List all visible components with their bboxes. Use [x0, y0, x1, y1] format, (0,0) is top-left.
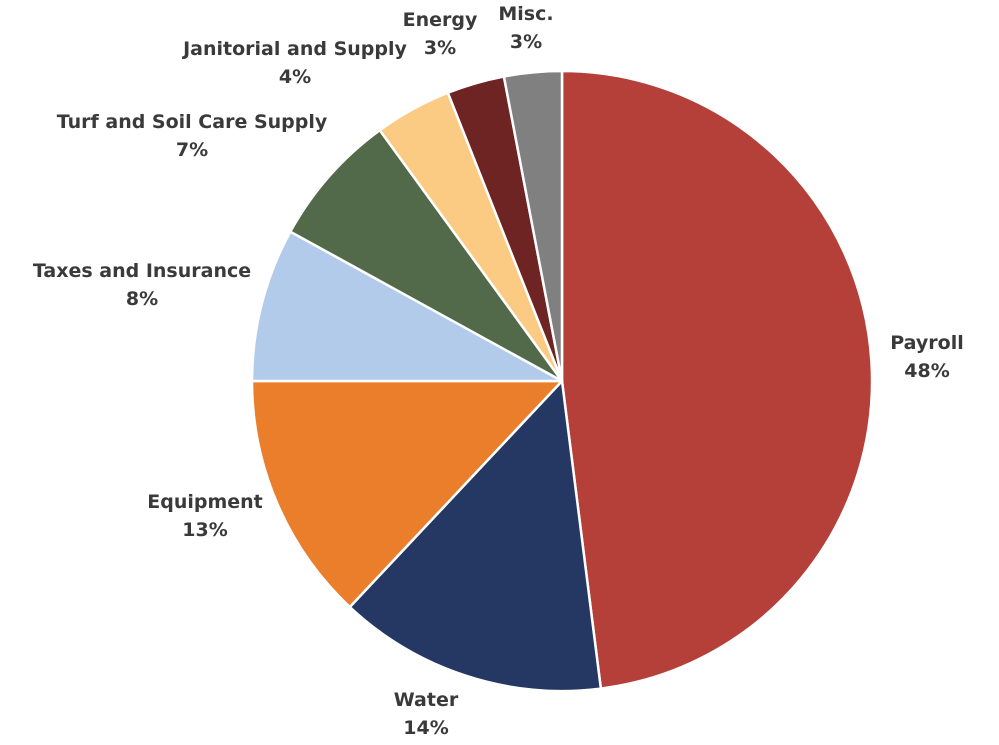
slice-value-water: 14%: [403, 717, 448, 739]
slice-name-taxes-and-insurance: Taxes and Insurance: [33, 260, 251, 282]
pie-labels: Payroll 48% Water 14% Equipment 13% Taxes and …: [33, 3, 964, 739]
slice-label-turf-and-soil-care-supply: Turf and Soil Care Supply 7%: [57, 111, 328, 161]
slice-label-taxes-and-insurance: Taxes and Insurance 8%: [33, 260, 251, 310]
pie-slice-equipment: [250, 379, 564, 609]
slice-name-payroll: Payroll: [890, 332, 964, 354]
slice-value-misc: 3%: [510, 31, 542, 53]
pie-slice-payroll: [560, 69, 874, 690]
slice-value-payroll: 48%: [904, 360, 949, 382]
slice-value-taxes-and-insurance: 8%: [126, 288, 158, 310]
slice-name-janitorial-and-supply: Janitorial and Supply: [181, 38, 407, 60]
slice-name-equipment: Equipment: [147, 491, 263, 513]
slice-name-turf-and-soil-care-supply: Turf and Soil Care Supply: [57, 111, 328, 133]
slice-label-energy: Energy 3%: [403, 9, 478, 59]
slice-name-misc: Misc.: [498, 3, 553, 25]
pie-slice-water: [348, 379, 603, 693]
pie-slice-turf-and-soil-care-supply: [289, 128, 564, 383]
pie-slice-misc: [502, 69, 564, 383]
slice-label-water: Water 14%: [394, 689, 459, 739]
slice-name-water: Water: [394, 689, 459, 711]
pie-slice-taxes-and-insurance: [250, 230, 564, 383]
slice-label-equipment: Equipment 13%: [147, 491, 263, 541]
slice-value-janitorial-and-supply: 4%: [279, 66, 311, 88]
slice-label-janitorial-and-supply: Janitorial and Supply 4%: [181, 38, 407, 88]
pie-slices: [250, 69, 874, 693]
slice-value-equipment: 13%: [182, 519, 227, 541]
slice-value-turf-and-soil-care-supply: 7%: [176, 139, 208, 161]
slice-label-misc: Misc. 3%: [498, 3, 553, 53]
slice-value-energy: 3%: [424, 37, 456, 59]
slice-label-payroll: Payroll 48%: [890, 332, 964, 382]
slice-name-energy: Energy: [403, 9, 478, 31]
